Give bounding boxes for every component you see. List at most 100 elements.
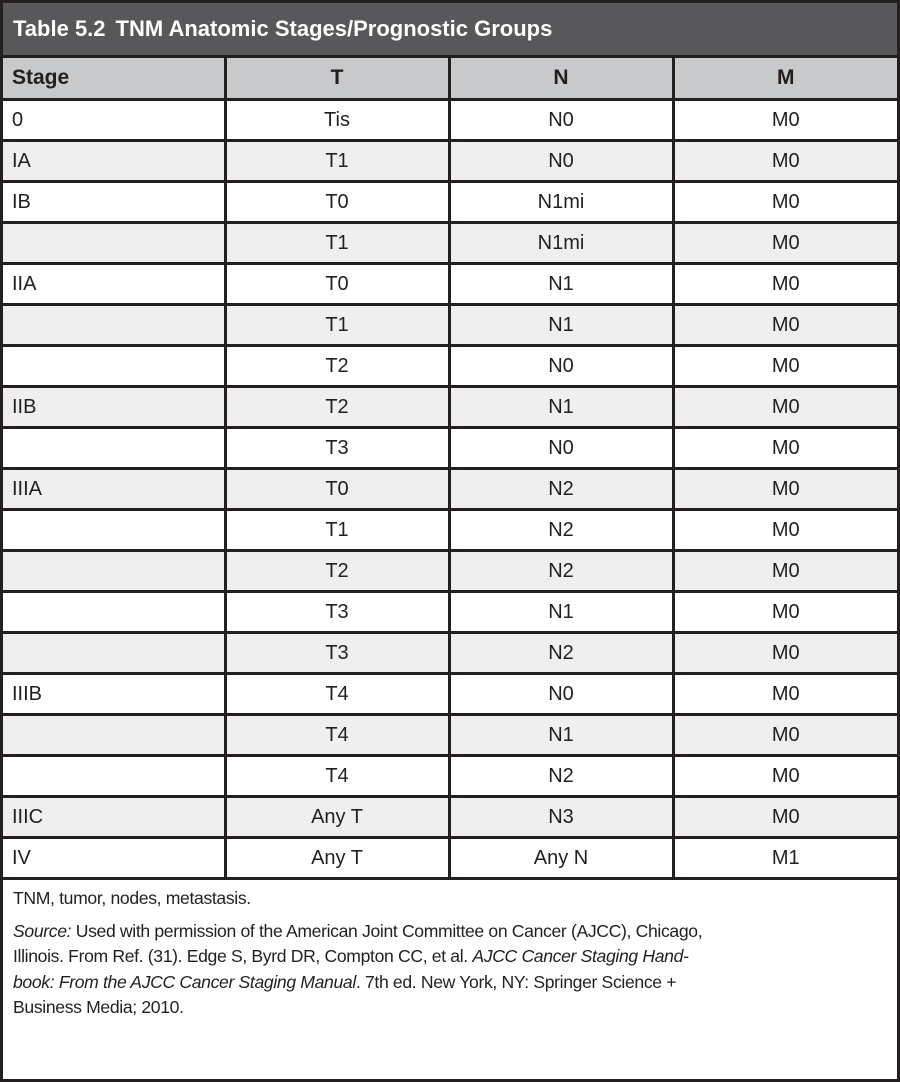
table-footnote: TNM, tumor, nodes, metastasis. Source: U…: [3, 880, 897, 1021]
source-line: Business Media; 2010.: [13, 995, 887, 1021]
table-row: T2 N2 M0: [3, 549, 897, 593]
cell-t: T3: [223, 426, 451, 470]
italic-text: Source:: [13, 920, 72, 941]
cell-stage: [3, 549, 227, 593]
cell-stage: [3, 221, 227, 265]
italic-text: book: From the AJCC Cancer Staging Manua…: [13, 971, 356, 992]
table-row: T3 N0 M0: [3, 426, 897, 470]
table-row: IIA T0 N1 M0: [3, 262, 897, 306]
cell-n: N2: [447, 754, 675, 798]
cell-stage: [3, 631, 227, 675]
table-number: Table 5.2: [13, 16, 106, 41]
cell-m: M0: [671, 467, 897, 511]
cell-m: M0: [671, 549, 897, 593]
cell-t: T4: [223, 713, 451, 757]
cell-t: T1: [223, 139, 451, 183]
tnm-stage-table: Stage T N M 0 Tis N0 M0 IA T1 N0 M0 IB T0 N1mi M0 T1…: [3, 58, 897, 880]
source-line: Illinois. From Ref. (31). Edge S, Byrd D…: [13, 944, 887, 970]
table-row: IIIC Any T N3 M0: [3, 795, 897, 839]
cell-m: M0: [671, 221, 897, 265]
abbreviation-note: TNM, tumor, nodes, metastasis.: [13, 888, 251, 908]
cell-n: N2: [447, 467, 675, 511]
cell-stage: IIA: [3, 262, 227, 306]
cell-t: T1: [223, 221, 451, 265]
cell-m: M0: [671, 631, 897, 675]
table-row: 0 Tis N0 M0: [3, 99, 897, 142]
table-row: T3 N2 M0: [3, 631, 897, 675]
table-row: T1 N1 M0: [3, 303, 897, 347]
cell-m: M1: [671, 836, 897, 880]
table-row: T4 N1 M0: [3, 713, 897, 757]
cell-t: T1: [223, 508, 451, 552]
cell-n: N2: [447, 549, 675, 593]
table-row: T1 N2 M0: [3, 508, 897, 552]
cell-stage: IIIB: [3, 672, 227, 716]
cell-n: N0: [447, 139, 675, 183]
source-line: book: From the AJCC Cancer Staging Manua…: [13, 970, 887, 996]
cell-t: T4: [223, 754, 451, 798]
cell-stage: [3, 713, 227, 757]
cell-n: N1: [447, 713, 675, 757]
cell-t: Any T: [223, 836, 451, 880]
cell-t: T0: [223, 262, 451, 306]
cell-n: N0: [447, 426, 675, 470]
source-text: Business Media; 2010.: [13, 997, 184, 1018]
header-row: Stage T N M: [3, 58, 897, 101]
source-text: Used with permission of the American Joi…: [71, 920, 703, 941]
cell-t: T2: [223, 385, 451, 429]
cell-m: M0: [671, 795, 897, 839]
cell-n: N0: [447, 672, 675, 716]
cell-n: N3: [447, 795, 675, 839]
column-header-n: N: [447, 58, 675, 101]
cell-stage: [3, 344, 227, 388]
column-header-m: M: [671, 58, 897, 101]
column-header-t: T: [223, 58, 451, 101]
cell-n: Any N: [447, 836, 675, 880]
cell-m: M0: [671, 180, 897, 224]
cell-stage: [3, 508, 227, 552]
cell-stage: IIIA: [3, 467, 227, 511]
cell-m: M0: [671, 672, 897, 716]
cell-stage: IA: [3, 139, 227, 183]
cell-m: M0: [671, 754, 897, 798]
cell-t: Any T: [223, 795, 451, 839]
cell-m: M0: [671, 426, 897, 470]
cell-m: M0: [671, 262, 897, 306]
cell-stage: [3, 303, 227, 347]
cell-t: T3: [223, 590, 451, 634]
source-note: Source: Used with permission of the Amer…: [13, 919, 887, 1021]
cell-n: N2: [447, 631, 675, 675]
cell-stage: IIIC: [3, 795, 227, 839]
table-row: IB T0 N1mi M0: [3, 180, 897, 224]
cell-stage: IB: [3, 180, 227, 224]
cell-stage: [3, 754, 227, 798]
cell-n: N1: [447, 590, 675, 634]
cell-n: N2: [447, 508, 675, 552]
table-title: Table 5.2 TNM Anatomic Stages/Prognostic …: [3, 3, 897, 58]
cell-n: N1mi: [447, 221, 675, 265]
source-text: . 7th ed. New York, NY: Springer Science…: [355, 971, 677, 992]
cell-t: T3: [223, 631, 451, 675]
column-header-stage: Stage: [3, 58, 227, 101]
cell-stage: 0: [3, 99, 227, 142]
table-row: IV Any T Any N M1: [3, 836, 897, 880]
cell-t: T0: [223, 180, 451, 224]
cell-n: N0: [447, 344, 675, 388]
cell-stage: IV: [3, 836, 227, 880]
table-title-text: TNM Anatomic Stages/Prognostic Groups: [115, 16, 553, 41]
cell-m: M0: [671, 344, 897, 388]
cell-stage: [3, 426, 227, 470]
cell-m: M0: [671, 713, 897, 757]
table-body: 0 Tis N0 M0 IA T1 N0 M0 IB T0 N1mi M0 T1 N1mi M0 IIA T0 N…: [3, 99, 897, 880]
cell-n: N0: [447, 99, 675, 142]
table-row: IIB T2 N1 M0: [3, 385, 897, 429]
cell-stage: IIB: [3, 385, 227, 429]
italic-text: AJCC Cancer Staging Hand-: [472, 946, 689, 967]
cell-t: Tis: [223, 99, 451, 142]
cell-m: M0: [671, 99, 897, 142]
table-row: IIIA T0 N2 M0: [3, 467, 897, 511]
cell-t: T2: [223, 549, 451, 593]
cell-m: M0: [671, 590, 897, 634]
table-row: T3 N1 M0: [3, 590, 897, 634]
